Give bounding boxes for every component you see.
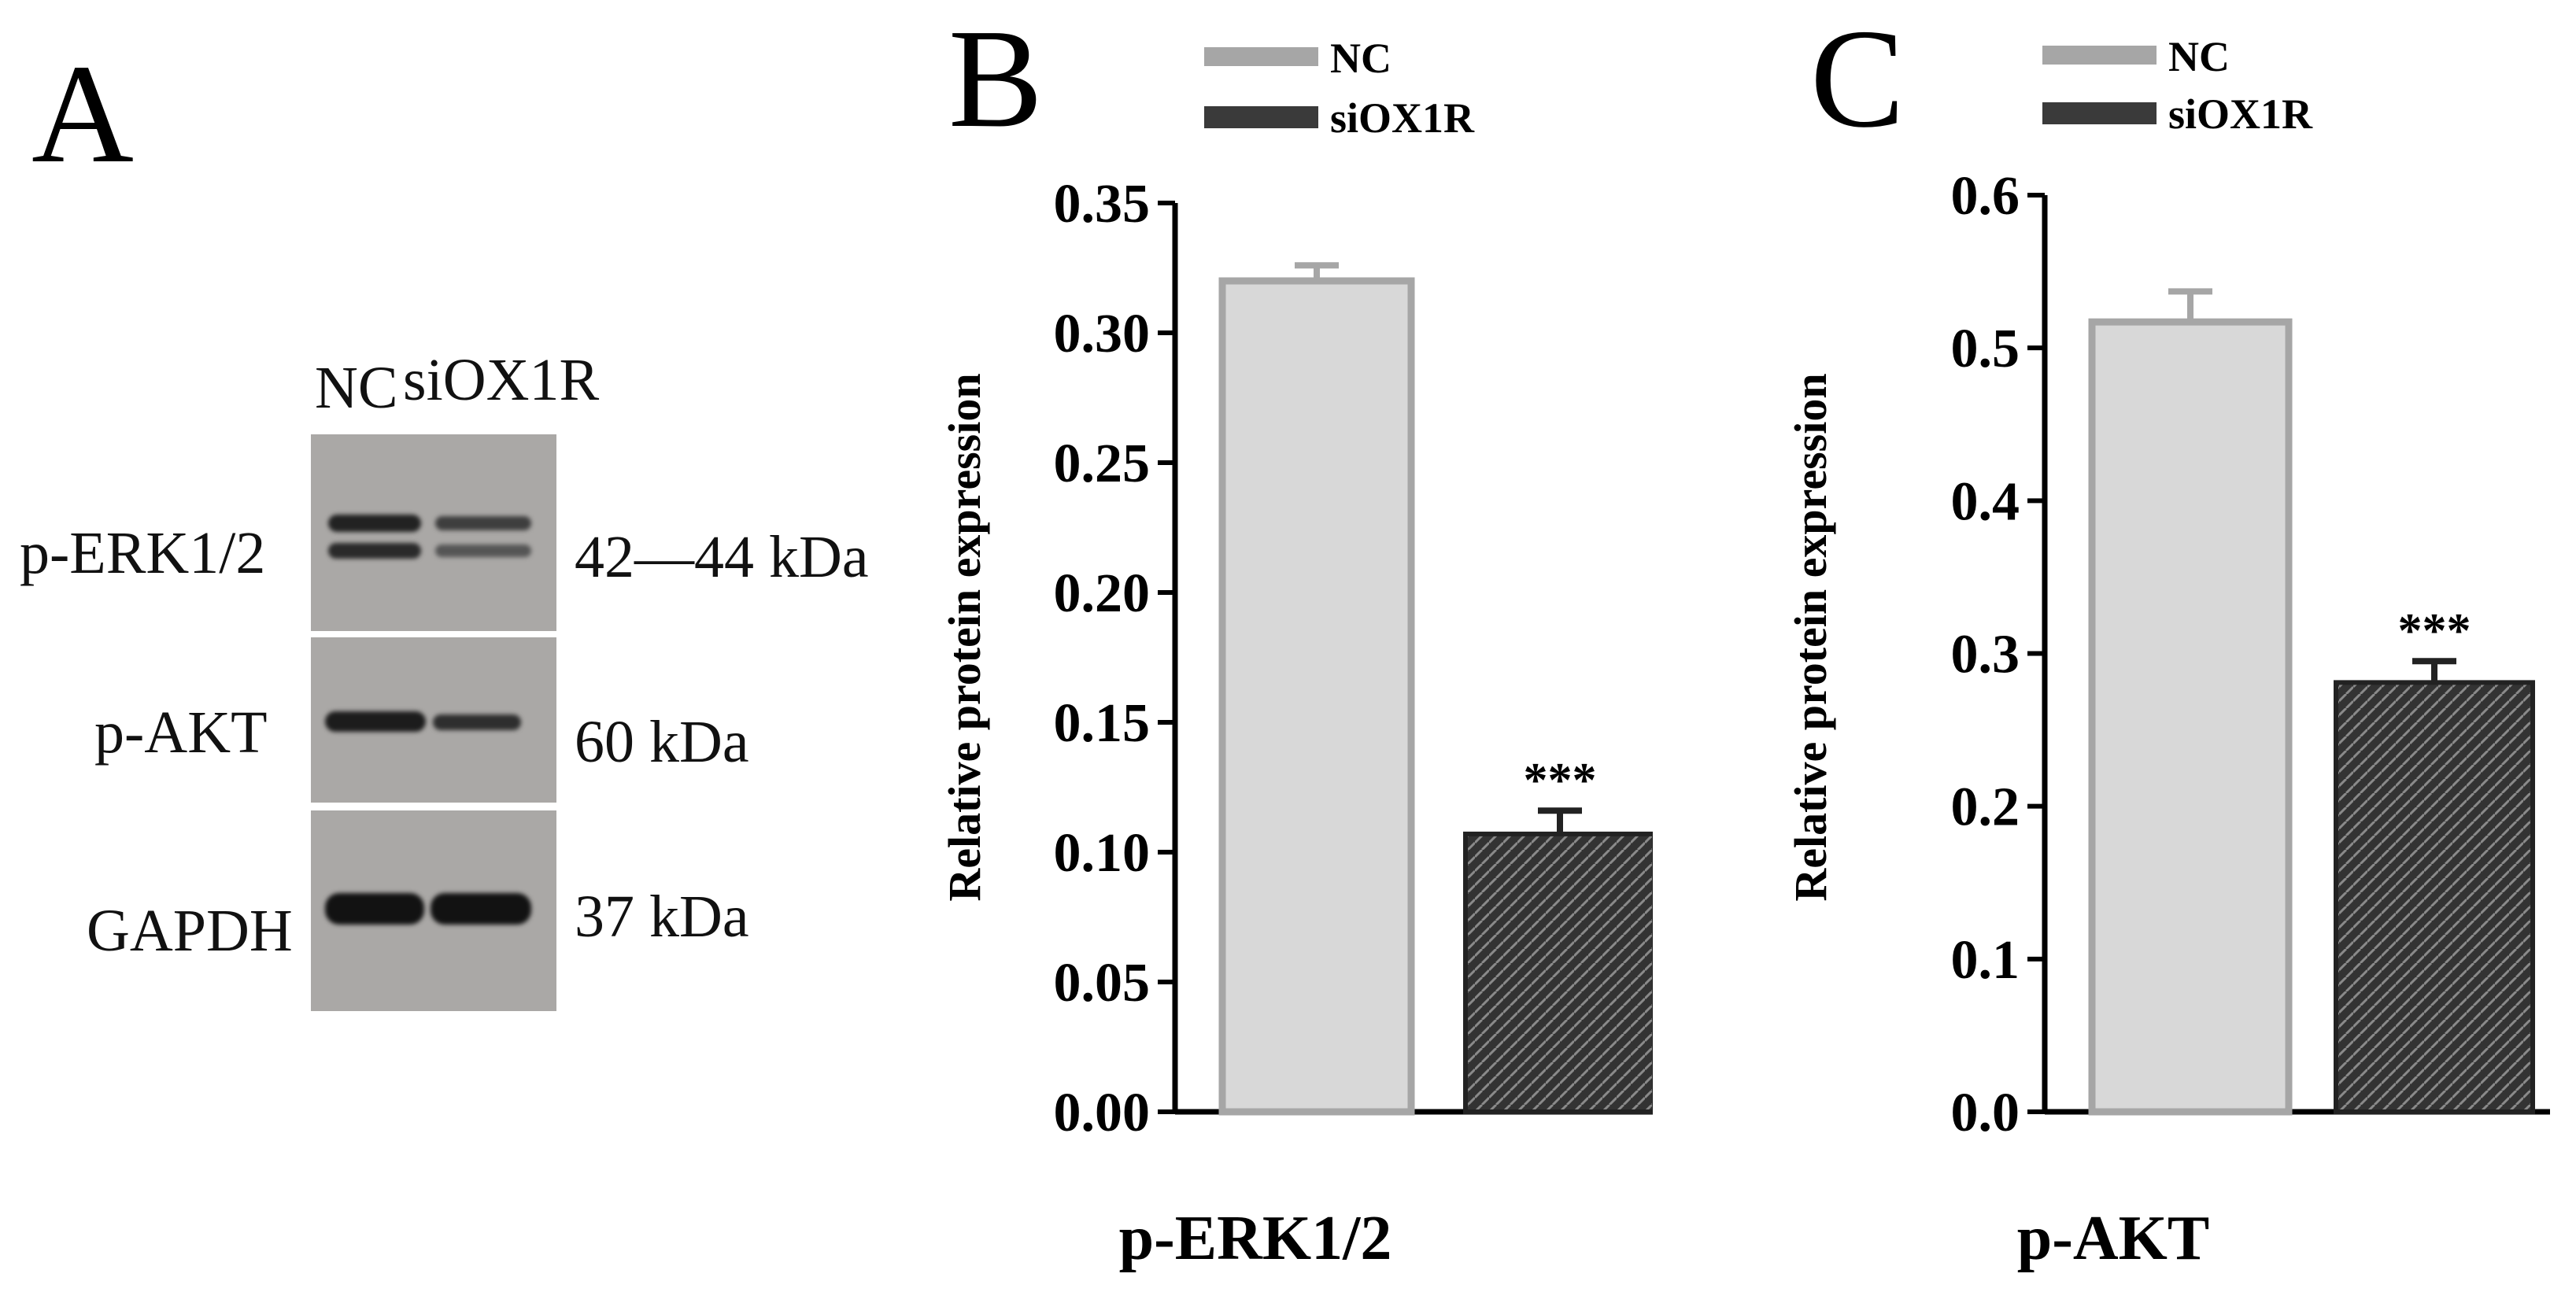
chart-panel-c: C NC siOX1R Relative protein expression … [1785, 0, 2550, 1273]
blot-band [433, 714, 521, 730]
y-axis-label: Relative protein expression [939, 373, 990, 901]
blot-size-gapdh: 37 kDa [575, 884, 749, 950]
legend-swatch-siox1r [2042, 102, 2157, 124]
x-axis-label: p-ERK1/2 [1119, 1204, 1392, 1273]
bar-siox1r [1463, 831, 1653, 1115]
blot-band [431, 893, 531, 925]
blot-size-pakt: 60 kDa [575, 709, 749, 775]
x-axis-label: p-AKT [2017, 1204, 2210, 1273]
y-tick-label: 0.4 [1951, 471, 2020, 532]
significance-label: *** [2398, 604, 2471, 658]
significance-label: *** [1524, 754, 1597, 807]
y-tick-label: 0.3 [1951, 625, 2020, 685]
legend-label-siox1r: siOX1R [2168, 90, 2313, 138]
y-axis-label: Relative protein expression [1785, 373, 1836, 901]
legend-label-nc: NC [1330, 35, 1391, 82]
y-tick-label: 0.00 [1054, 1083, 1151, 1143]
legend-label-siox1r: siOX1R [1330, 94, 1475, 142]
y-tick-label: 0.2 [1951, 777, 2020, 838]
blot-band [325, 893, 424, 925]
panel-b-letter: B [948, 0, 1043, 157]
y-tick-label: 0.5 [1951, 319, 2020, 379]
legend-swatch-siox1r [1204, 106, 1318, 128]
blot-protein-pakt: p-AKT [94, 700, 268, 766]
y-tick-label: 0.1 [1951, 930, 2020, 991]
blot-protein-gapdh: GAPDH [87, 898, 293, 964]
y-tick-label: 0.30 [1054, 304, 1151, 364]
blot-strip-pakt [311, 637, 556, 803]
chart-panel-b: B NC siOX1R Relative protein expression … [939, 0, 1653, 1273]
blot-band [328, 515, 421, 532]
blot-band [328, 543, 421, 559]
panel-c-letter: C [1810, 0, 1905, 157]
legend: NC siOX1R [2042, 33, 2313, 138]
y-tick-label: 0.6 [1951, 166, 2020, 227]
legend-label-nc: NC [2168, 33, 2230, 80]
legend: NC siOX1R [1204, 35, 1475, 142]
blot-band [435, 516, 531, 530]
y-tick-label: 0.20 [1054, 563, 1151, 624]
blot-band [435, 544, 531, 557]
bar-nc [1218, 277, 1415, 1116]
blot-band [325, 711, 426, 732]
y-tick-label: 0.15 [1054, 693, 1151, 754]
blot-strip-gapdh [311, 810, 556, 1011]
bar-siox1r [2334, 680, 2535, 1114]
bar-nc [2088, 318, 2293, 1116]
y-tick-label: 0.25 [1054, 434, 1151, 494]
y-tick-label: 0.10 [1054, 823, 1151, 884]
legend-swatch-nc [1204, 47, 1318, 66]
lane-label-siox1r: siOX1R [403, 347, 600, 413]
legend-swatch-nc [2042, 46, 2157, 65]
y-tick-label: 0.05 [1054, 953, 1151, 1013]
y-tick-label: 0.0 [1951, 1083, 2020, 1143]
blot-size-perk: 42—44 kDa [575, 524, 869, 590]
y-tick-label: 0.35 [1054, 174, 1151, 234]
lane-label-nc: NC [315, 355, 398, 421]
blot-strip-perk [311, 434, 556, 631]
blot-protein-perk: p-ERK1/2 [20, 520, 266, 586]
panel-a-letter: A [31, 35, 134, 192]
